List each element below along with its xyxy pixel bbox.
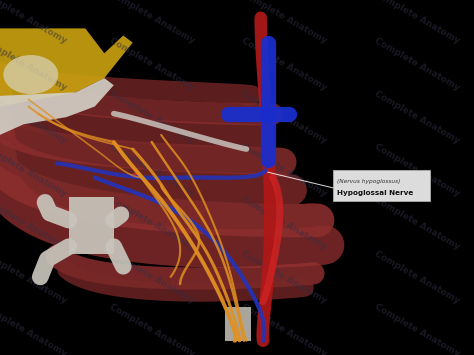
Text: Complete Anatomy: Complete Anatomy <box>0 36 68 92</box>
Text: Complete Anatomy: Complete Anatomy <box>240 0 328 46</box>
Ellipse shape <box>3 55 58 94</box>
Text: Hypoglossal Nerve: Hypoglossal Nerve <box>337 190 414 196</box>
Text: Complete Anatomy: Complete Anatomy <box>240 89 328 145</box>
Text: Complete Anatomy: Complete Anatomy <box>373 196 461 252</box>
Text: Complete Anatomy: Complete Anatomy <box>240 196 328 252</box>
Bar <box>225 307 251 341</box>
Text: Complete Anatomy: Complete Anatomy <box>0 196 68 252</box>
Text: Complete Anatomy: Complete Anatomy <box>108 36 196 92</box>
Text: Complete Anatomy: Complete Anatomy <box>108 196 196 252</box>
Text: Complete Anatomy: Complete Anatomy <box>108 142 196 198</box>
Text: Complete Anatomy: Complete Anatomy <box>0 142 68 198</box>
Polygon shape <box>0 78 114 135</box>
Text: Complete Anatomy: Complete Anatomy <box>373 249 461 305</box>
Text: Complete Anatomy: Complete Anatomy <box>108 0 196 46</box>
Text: Complete Anatomy: Complete Anatomy <box>0 302 68 355</box>
Text: Complete Anatomy: Complete Anatomy <box>240 302 328 355</box>
Text: Complete Anatomy: Complete Anatomy <box>373 0 461 46</box>
Text: Complete Anatomy: Complete Anatomy <box>373 302 461 355</box>
Ellipse shape <box>131 173 139 179</box>
Text: Complete Anatomy: Complete Anatomy <box>373 89 461 145</box>
Text: Complete Anatomy: Complete Anatomy <box>108 249 196 305</box>
Text: Complete Anatomy: Complete Anatomy <box>373 142 461 198</box>
Text: Complete Anatomy: Complete Anatomy <box>0 249 68 305</box>
Text: Complete Anatomy: Complete Anatomy <box>373 36 461 92</box>
Polygon shape <box>0 28 133 106</box>
Text: Complete Anatomy: Complete Anatomy <box>108 89 196 145</box>
Text: Complete Anatomy: Complete Anatomy <box>0 89 68 145</box>
Text: Complete Anatomy: Complete Anatomy <box>240 142 328 198</box>
Text: Complete Anatomy: Complete Anatomy <box>0 0 68 46</box>
Text: (Nervus hypoglossus): (Nervus hypoglossus) <box>337 179 401 184</box>
Text: Complete Anatomy: Complete Anatomy <box>108 302 196 355</box>
Bar <box>69 197 114 254</box>
Text: Complete Anatomy: Complete Anatomy <box>240 249 328 305</box>
Text: Complete Anatomy: Complete Anatomy <box>240 36 328 92</box>
FancyBboxPatch shape <box>333 170 430 201</box>
